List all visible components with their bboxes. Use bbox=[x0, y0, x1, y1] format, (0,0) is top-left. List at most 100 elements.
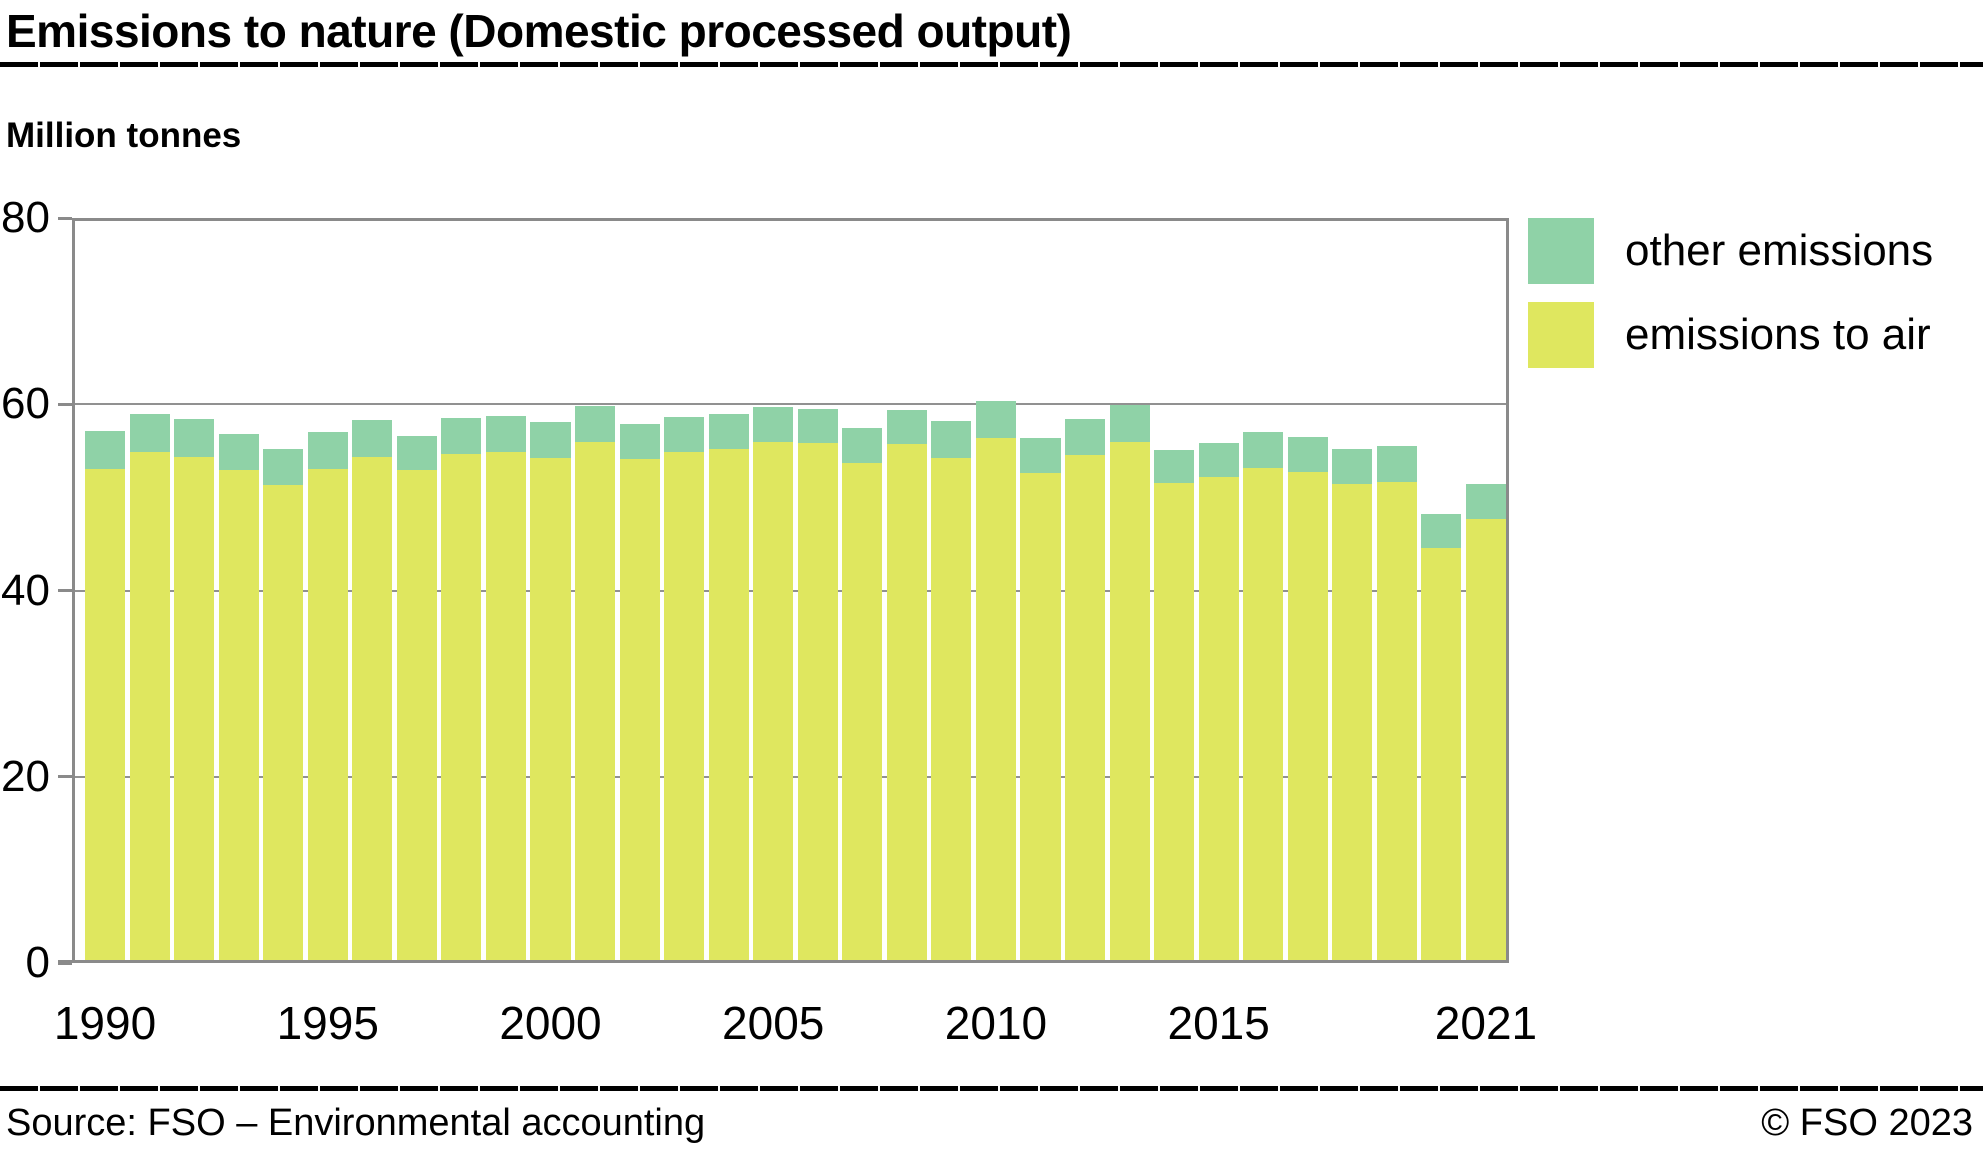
bar-2008 bbox=[886, 409, 927, 963]
bar-segment-emissions-to-air-1998 bbox=[441, 453, 482, 963]
x-axis-label-2015: 2015 bbox=[1167, 997, 1270, 1049]
bar-segment-emissions-to-air-2007 bbox=[842, 462, 883, 963]
bar-segment-other-emissions-2013 bbox=[1109, 405, 1150, 443]
bar-2010 bbox=[975, 400, 1016, 963]
bar-1998 bbox=[441, 418, 482, 963]
bar-2004 bbox=[708, 413, 749, 963]
y-axis-label-80: 80 bbox=[1, 193, 50, 242]
bar-segment-other-emissions-2000 bbox=[530, 421, 571, 459]
bar-segment-emissions-to-air-2011 bbox=[1020, 473, 1061, 963]
y-axis-line bbox=[72, 218, 75, 963]
bar-segment-other-emissions-2003 bbox=[664, 417, 705, 452]
bar-2005 bbox=[753, 407, 794, 963]
bar-segment-other-emissions-1996 bbox=[352, 420, 393, 458]
legend-swatch-other-emissions bbox=[1528, 218, 1594, 284]
bar-2015 bbox=[1198, 443, 1239, 963]
bar-segment-emissions-to-air-2016 bbox=[1243, 467, 1284, 963]
y-axis-label-60: 60 bbox=[1, 379, 50, 429]
bar-segment-other-emissions-2004 bbox=[708, 413, 749, 449]
bar-2011 bbox=[1020, 437, 1061, 963]
bar-segment-other-emissions-2021 bbox=[1465, 484, 1506, 519]
bar-2019 bbox=[1376, 446, 1417, 963]
copyright-text: © FSO 2023 bbox=[1761, 1102, 1973, 1144]
bar-segment-emissions-to-air-1992 bbox=[174, 457, 215, 963]
y-axis-tick-40 bbox=[58, 589, 72, 592]
bar-2000 bbox=[530, 421, 571, 963]
bar-segment-emissions-to-air-2010 bbox=[975, 437, 1016, 963]
y-axis-label-0: 0 bbox=[25, 938, 50, 987]
bar-segment-other-emissions-2015 bbox=[1198, 443, 1239, 477]
bar-segment-other-emissions-2019 bbox=[1376, 446, 1417, 482]
bar-segment-emissions-to-air-2006 bbox=[797, 443, 838, 963]
bar-segment-emissions-to-air-1999 bbox=[485, 451, 526, 963]
bar-segment-emissions-to-air-2019 bbox=[1376, 481, 1417, 963]
bar-segment-emissions-to-air-2003 bbox=[664, 451, 705, 963]
bar-2012 bbox=[1065, 419, 1106, 963]
bar-1990 bbox=[85, 431, 126, 963]
bar-segment-emissions-to-air-2008 bbox=[886, 444, 927, 963]
plot-border-top bbox=[72, 218, 1509, 221]
bar-1995 bbox=[307, 432, 348, 963]
bar-segment-emissions-to-air-1996 bbox=[352, 457, 393, 963]
footer-divider bbox=[0, 1086, 1983, 1091]
bar-segment-emissions-to-air-1995 bbox=[307, 469, 348, 963]
plot-area bbox=[58, 218, 1509, 963]
bar-1991 bbox=[129, 413, 170, 963]
bar-segment-emissions-to-air-2017 bbox=[1287, 472, 1328, 963]
legend-swatch-emissions-to-air bbox=[1528, 302, 1594, 368]
bar-segment-other-emissions-1992 bbox=[174, 419, 215, 458]
bar-2014 bbox=[1154, 449, 1195, 963]
bar-segment-other-emissions-1998 bbox=[441, 418, 482, 454]
bar-segment-emissions-to-air-2001 bbox=[575, 441, 616, 963]
x-axis-line bbox=[58, 960, 1509, 963]
bar-segment-other-emissions-1993 bbox=[218, 434, 259, 471]
bar-segment-emissions-to-air-2020 bbox=[1421, 547, 1462, 963]
bar-segment-emissions-to-air-1990 bbox=[85, 469, 126, 963]
bar-segment-emissions-to-air-2002 bbox=[619, 459, 660, 963]
bar-segment-other-emissions-2009 bbox=[931, 421, 972, 459]
bar-segment-emissions-to-air-1991 bbox=[129, 451, 170, 963]
bar-1999 bbox=[485, 416, 526, 963]
gridline-60 bbox=[72, 403, 1509, 406]
legend-label: other emissions bbox=[1625, 226, 1934, 275]
y-axis-label-20: 20 bbox=[1, 751, 50, 801]
x-axis-label-1995: 1995 bbox=[276, 997, 379, 1049]
bar-2001 bbox=[575, 406, 616, 963]
bar-segment-emissions-to-air-2015 bbox=[1198, 476, 1239, 963]
bar-segment-emissions-to-air-2012 bbox=[1065, 455, 1106, 963]
bar-1992 bbox=[174, 419, 215, 963]
bar-segment-other-emissions-2020 bbox=[1421, 514, 1462, 548]
bar-segment-other-emissions-1991 bbox=[129, 413, 170, 452]
bar-segment-other-emissions-2001 bbox=[575, 406, 616, 442]
bar-segment-emissions-to-air-2014 bbox=[1154, 483, 1195, 963]
bar-2013 bbox=[1109, 405, 1150, 963]
bar-2003 bbox=[664, 417, 705, 963]
bar-segment-emissions-to-air-2000 bbox=[530, 458, 571, 963]
bar-2018 bbox=[1332, 448, 1373, 963]
bar-segment-emissions-to-air-1994 bbox=[263, 485, 304, 963]
bar-1993 bbox=[218, 434, 259, 963]
bar-segment-other-emissions-1990 bbox=[85, 431, 126, 470]
y-axis-tick-0 bbox=[58, 961, 72, 965]
bar-2020 bbox=[1421, 514, 1462, 963]
bar-segment-emissions-to-air-2009 bbox=[931, 458, 972, 963]
page-title: Emissions to nature (Domestic processed … bbox=[6, 5, 1072, 57]
bar-segment-other-emissions-2018 bbox=[1332, 448, 1373, 485]
legend-item-emissions-to-air: emissions to air bbox=[1528, 302, 1931, 368]
x-axis-label-2000: 2000 bbox=[499, 997, 602, 1049]
x-axis-label-1990: 1990 bbox=[53, 997, 157, 1049]
y-axis-label-40: 40 bbox=[1, 565, 50, 615]
x-axis-label-2021: 2021 bbox=[1434, 997, 1538, 1049]
bar-segment-emissions-to-air-2005 bbox=[753, 442, 794, 963]
bar-segment-emissions-to-air-2021 bbox=[1465, 518, 1506, 963]
bar-2016 bbox=[1243, 432, 1284, 963]
bar-segment-other-emissions-1995 bbox=[307, 432, 348, 470]
plot-border-right bbox=[1506, 218, 1509, 963]
bar-segment-other-emissions-2011 bbox=[1020, 437, 1061, 474]
bar-segment-other-emissions-2017 bbox=[1287, 436, 1328, 473]
bar-segment-emissions-to-air-2013 bbox=[1109, 442, 1150, 963]
bar-segment-emissions-to-air-1997 bbox=[396, 470, 437, 963]
bar-segment-emissions-to-air-2004 bbox=[708, 448, 749, 963]
bar-1994 bbox=[263, 448, 304, 963]
